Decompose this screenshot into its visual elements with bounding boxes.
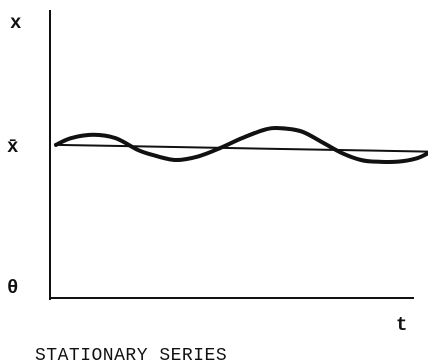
series-layer [54,125,428,164]
y-tick-label-layer: x̄ θ [7,136,18,299]
series-line [54,125,428,164]
y-tick-label: θ [7,277,18,299]
axes [49,10,414,300]
y-axis-label: x [10,12,21,34]
chart-caption: STATIONARY SERIES [35,346,227,363]
x-axis-label: t [396,314,407,336]
y-tick-label: x̄ [7,136,18,158]
mean-line [55,143,428,153]
